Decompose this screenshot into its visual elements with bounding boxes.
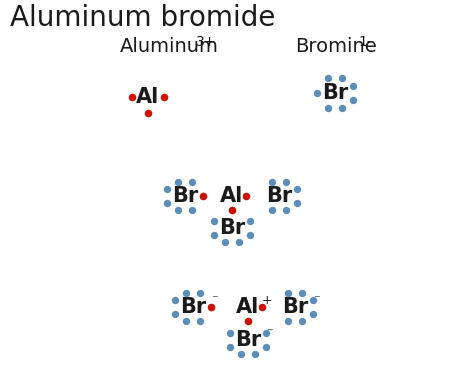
Point <box>235 239 243 245</box>
Point <box>182 290 190 296</box>
Text: Al: Al <box>220 186 244 206</box>
Text: ⁻: ⁻ <box>211 293 218 306</box>
Text: Br: Br <box>235 330 261 350</box>
Text: 1-: 1- <box>358 35 372 49</box>
Point <box>349 83 357 89</box>
Text: Br: Br <box>219 218 245 238</box>
Point <box>349 97 357 103</box>
Point <box>174 179 182 185</box>
Point <box>268 207 276 213</box>
Point <box>262 330 270 336</box>
Point <box>237 351 245 357</box>
Point <box>282 207 290 213</box>
Point <box>262 344 270 350</box>
Point <box>309 297 317 303</box>
Point <box>226 330 234 336</box>
Point <box>174 207 182 213</box>
Point <box>163 200 171 206</box>
Text: Al: Al <box>137 87 160 107</box>
Point <box>338 75 346 81</box>
Point <box>163 186 171 192</box>
Text: Aluminum: Aluminum <box>120 37 219 57</box>
Text: Al: Al <box>237 297 260 317</box>
Text: ⁻: ⁻ <box>313 293 319 306</box>
Point <box>284 318 292 324</box>
Point <box>251 351 259 357</box>
Text: ⁻: ⁻ <box>266 326 273 340</box>
Point <box>242 193 250 199</box>
Point <box>188 179 196 185</box>
Point <box>268 179 276 185</box>
Point <box>324 75 332 81</box>
Point <box>282 179 290 185</box>
Point <box>324 105 332 111</box>
Point <box>188 207 196 213</box>
Text: Br: Br <box>282 297 308 317</box>
Point <box>182 318 190 324</box>
Point <box>171 311 179 317</box>
Point <box>128 94 136 100</box>
Point <box>228 207 236 213</box>
Point <box>196 318 204 324</box>
Text: Br: Br <box>180 297 206 317</box>
Point <box>144 110 152 116</box>
Point <box>210 218 218 224</box>
Point <box>221 239 229 245</box>
Point <box>196 290 204 296</box>
Point <box>246 232 254 238</box>
Text: 3+: 3+ <box>196 35 216 49</box>
Point <box>293 186 301 192</box>
Text: Aluminum bromide: Aluminum bromide <box>10 4 275 32</box>
Point <box>293 200 301 206</box>
Text: Br: Br <box>172 186 198 206</box>
Point <box>313 90 321 96</box>
Point <box>199 193 207 199</box>
Point <box>338 105 346 111</box>
Point <box>284 290 292 296</box>
Point <box>160 94 168 100</box>
Point <box>210 232 218 238</box>
Text: Br: Br <box>322 83 348 103</box>
Point <box>226 344 234 350</box>
Text: +: + <box>262 293 273 306</box>
Point <box>244 318 252 324</box>
Text: Bromine: Bromine <box>295 37 377 57</box>
Point <box>171 297 179 303</box>
Text: Br: Br <box>266 186 292 206</box>
Point <box>258 304 266 310</box>
Point <box>207 304 215 310</box>
Point <box>309 311 317 317</box>
Point <box>298 318 306 324</box>
Point <box>298 290 306 296</box>
Point <box>246 218 254 224</box>
